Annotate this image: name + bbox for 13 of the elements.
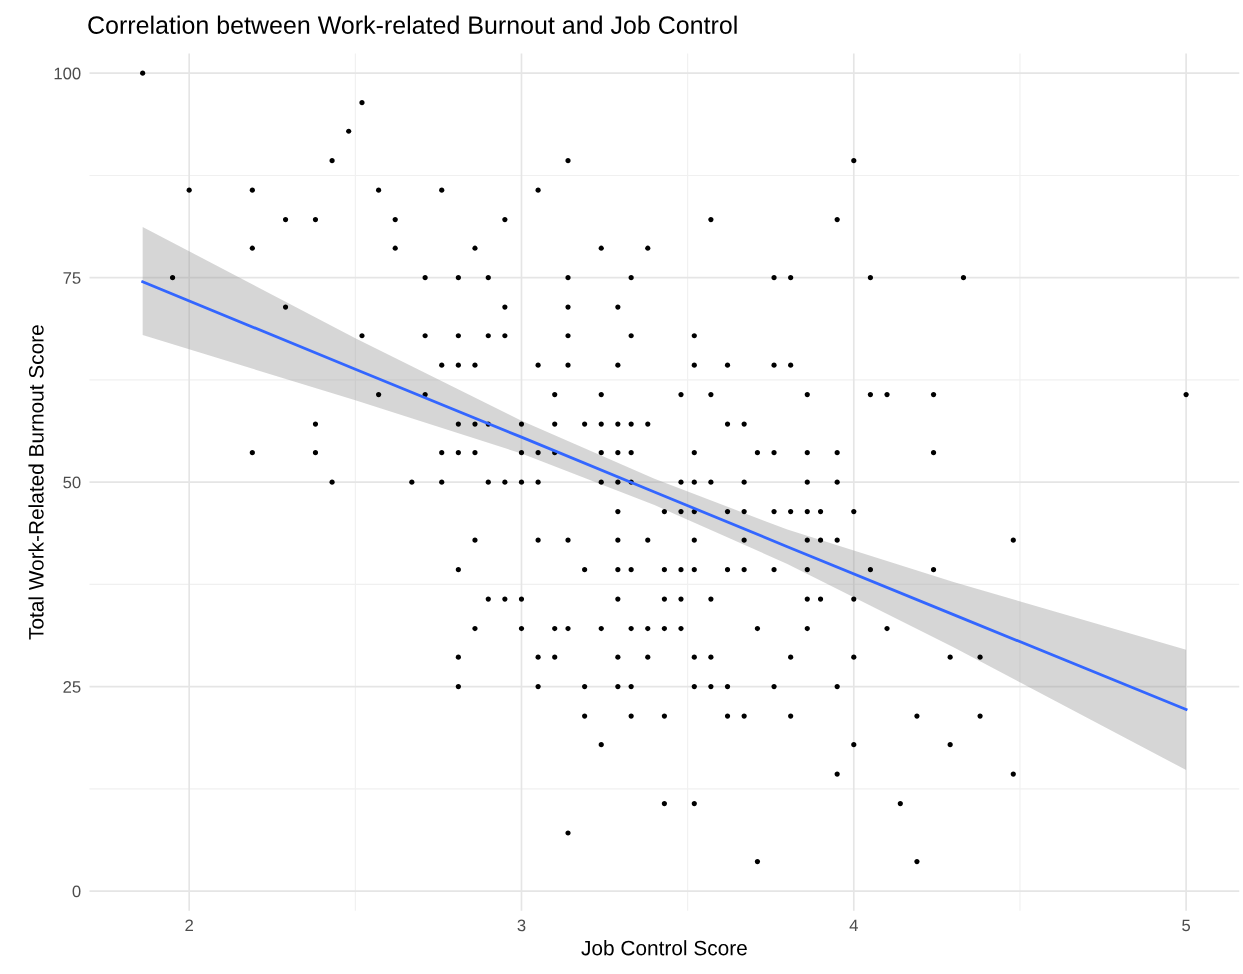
x-tick-label: 5	[1182, 919, 1191, 932]
y-tick-label: 100	[54, 67, 81, 80]
x-tick-label: 4	[849, 919, 858, 932]
x-axis-title: Job Control Score	[581, 940, 747, 956]
chart-title: Correlation between Work-related Burnout and Job Control	[88, 15, 737, 34]
line-series	[141, 280, 1188, 711]
y-tick-label: 0	[72, 885, 81, 898]
y-tick-label: 50	[63, 476, 81, 489]
y-tick-label: 75	[63, 272, 81, 284]
x-tick-label: 3	[517, 919, 526, 932]
y-axis-title: Total Work-Related Burnout Score	[28, 325, 44, 640]
y-tick-label: 25	[63, 681, 81, 693]
x-tick-label: 2	[185, 919, 193, 932]
